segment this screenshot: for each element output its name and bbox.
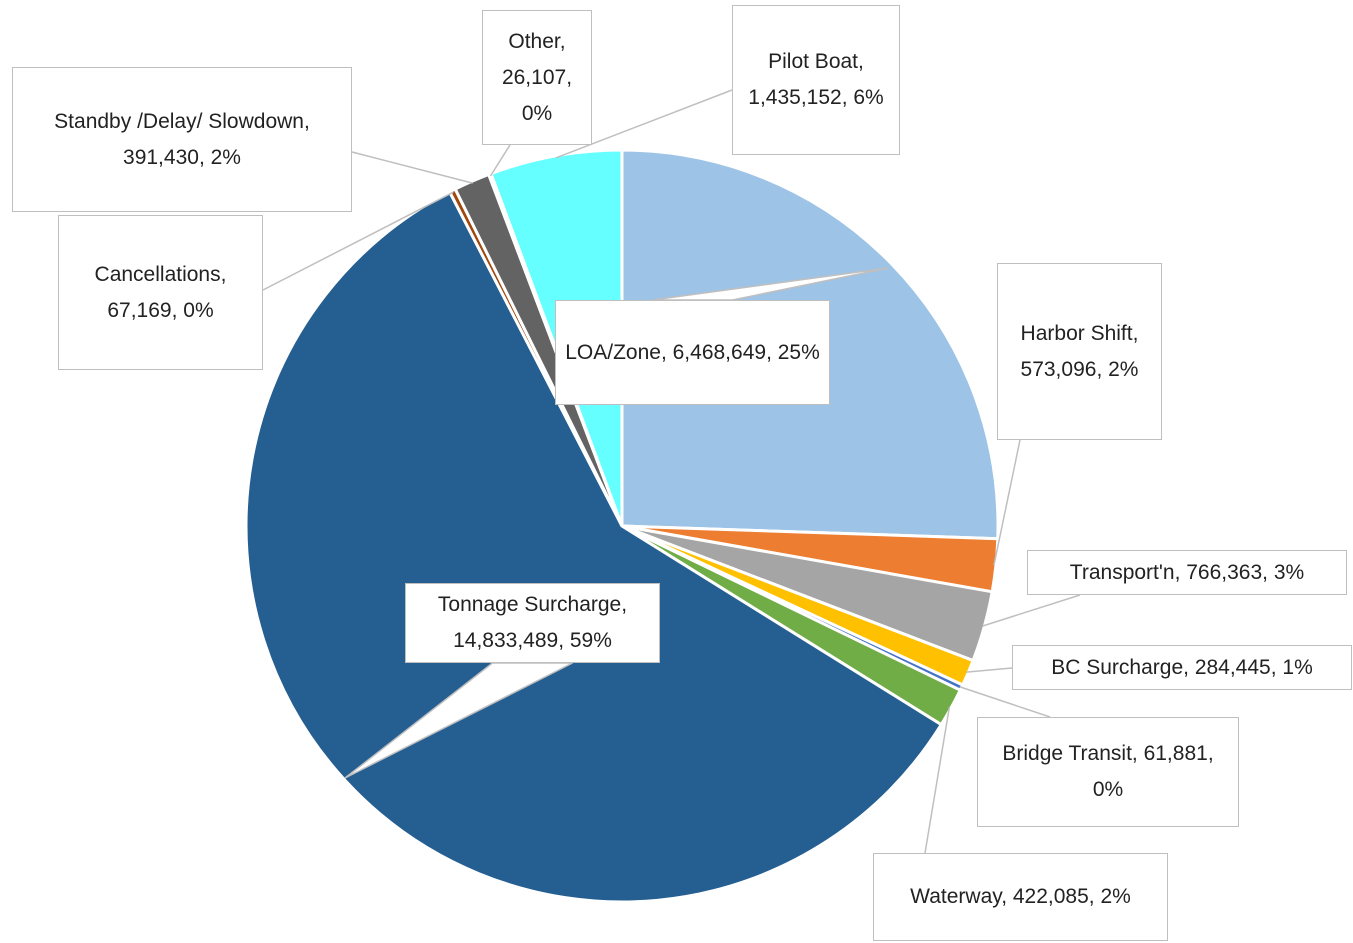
label-percent: 1% — [1282, 655, 1313, 679]
label-category: Pilot Boat — [768, 50, 859, 73]
label-percent: 3% — [1273, 560, 1305, 584]
data-label: Other, 26,107, 0% — [482, 10, 592, 145]
label-category: Cancellations — [94, 262, 221, 286]
label-percent: 0% — [521, 101, 553, 125]
label-percent: 2% — [210, 145, 241, 169]
data-label: Harbor Shift, 573,096, 2% — [997, 263, 1162, 440]
label-value: 1,435,152 — [748, 86, 842, 109]
leader-line — [924, 706, 951, 854]
leader-line — [982, 594, 1081, 627]
leader-line — [555, 89, 733, 159]
label-percent: 6% — [853, 86, 884, 109]
data-label: LOA/Zone, 6,468,649, 25% — [555, 300, 830, 405]
label-category: Other — [508, 29, 560, 53]
leader-line — [489, 144, 511, 177]
label-value: 26,107 — [501, 65, 567, 89]
leader-line — [959, 686, 1051, 718]
label-category: Bridge Transit — [1002, 742, 1132, 765]
label-value: 766,363 — [1186, 560, 1263, 584]
label-percent: 2% — [1108, 357, 1139, 381]
label-category: LOA/Zone — [565, 340, 661, 364]
label-value: 61,881 — [1143, 742, 1208, 765]
data-label: Bridge Transit, 61,881, 0% — [977, 717, 1239, 827]
label-category: BC Surcharge — [1051, 655, 1184, 679]
label-value: 14,833,489 — [453, 629, 559, 652]
leader-line — [993, 439, 1021, 566]
label-value: 422,085 — [1012, 885, 1089, 908]
label-value: 284,445 — [1194, 655, 1271, 679]
data-label: Cancellations, 67,169, 0% — [58, 215, 263, 370]
data-label: Tonnage Surcharge, 14,833,489, 59% — [405, 583, 660, 663]
label-percent: 0% — [183, 298, 214, 322]
label-value: 67,169 — [107, 298, 172, 322]
leader-line — [262, 191, 454, 291]
label-percent: 25% — [777, 340, 820, 364]
label-category: Waterway — [910, 885, 1002, 908]
data-label: Waterway, 422,085, 2% — [873, 853, 1168, 941]
leader-line — [351, 151, 473, 184]
leader-line — [966, 667, 1013, 673]
callout-pointer — [344, 662, 573, 779]
label-value: 391,430 — [123, 145, 199, 169]
data-label: Pilot Boat, 1,435,152, 6% — [732, 5, 900, 155]
data-label: BC Surcharge, 284,445, 1% — [1012, 645, 1352, 690]
label-value: 573,096 — [1020, 357, 1097, 381]
data-label: Standby /Delay/ Slowdown, 391,430, 2% — [12, 67, 352, 212]
label-category: Standby /Delay/ Slowdown — [54, 109, 304, 133]
label-percent: 0% — [1092, 778, 1124, 801]
label-category: Transport'n — [1069, 560, 1175, 584]
data-label: Transport'n, 766,363, 3% — [1027, 550, 1347, 595]
label-percent: 2% — [1100, 885, 1131, 908]
label-category: Harbor Shift — [1020, 321, 1133, 345]
label-percent: 59% — [569, 629, 612, 652]
label-value: 6,468,649 — [672, 340, 767, 364]
label-category: Tonnage Surcharge — [437, 593, 622, 616]
